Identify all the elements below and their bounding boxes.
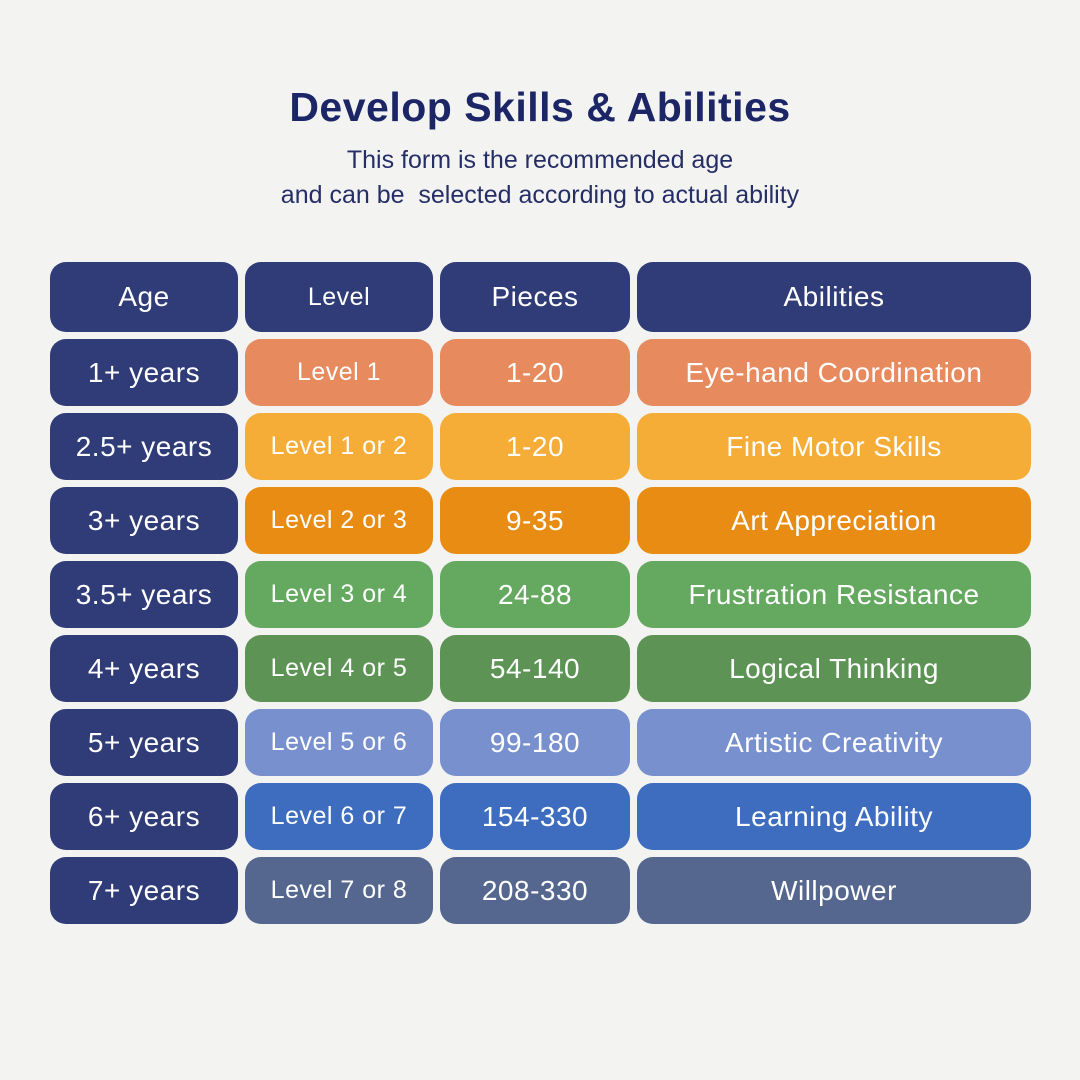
age-cell: 3.5+ years (50, 561, 238, 628)
pieces-cell: 9-35 (440, 487, 630, 554)
level-cell: Level 7 or 8 (245, 857, 433, 924)
level-cell: Level 3 or 4 (245, 561, 433, 628)
pieces-cell: 54-140 (440, 635, 630, 702)
age-cell: 3+ years (50, 487, 238, 554)
level-cell: Level 6 or 7 (245, 783, 433, 850)
ability-cell: Frustration Resistance (637, 561, 1031, 628)
subtitle-line-1: This form is the recommended age (346, 146, 734, 174)
pieces-cell: 24-88 (440, 561, 630, 628)
ability-cell: Fine Motor Skills (637, 413, 1031, 480)
level-cell: Level 1 (245, 339, 433, 406)
header-level: Level (245, 262, 433, 332)
ability-cell: Willpower (637, 857, 1031, 924)
ability-cell: Logical Thinking (637, 635, 1031, 702)
pieces-cell: 154-330 (440, 783, 630, 850)
page-title: Develop Skills & Abilities (289, 84, 791, 130)
level-cell: Level 5 or 6 (245, 709, 433, 776)
age-cell: 7+ years (50, 857, 238, 924)
ability-cell: Learning Ability (637, 783, 1031, 850)
age-cell: 4+ years (50, 635, 238, 702)
page-subtitle: This form is the recommended age and can … (0, 143, 1080, 213)
ability-cell: Eye-hand Coordination (637, 339, 1031, 406)
ability-cell: Art Appreciation (637, 487, 1031, 554)
header-age: Age (50, 262, 238, 332)
pieces-cell: 1-20 (440, 413, 630, 480)
age-cell: 2.5+ years (50, 413, 238, 480)
pieces-cell: 1-20 (440, 339, 630, 406)
pieces-cell: 99-180 (440, 709, 630, 776)
level-cell: Level 1 or 2 (245, 413, 433, 480)
header-pieces: Pieces (440, 262, 630, 332)
skills-table: Age Level Pieces Abilities 1+ years Leve… (50, 262, 1031, 924)
age-cell: 6+ years (50, 783, 238, 850)
level-cell: Level 4 or 5 (245, 635, 433, 702)
header-abilities: Abilities (637, 262, 1031, 332)
level-cell: Level 2 or 3 (245, 487, 433, 554)
ability-cell: Artistic Creativity (637, 709, 1031, 776)
age-cell: 1+ years (50, 339, 238, 406)
subtitle-line-2: and can be selected according to actual … (280, 181, 800, 209)
pieces-cell: 208-330 (440, 857, 630, 924)
age-cell: 5+ years (50, 709, 238, 776)
